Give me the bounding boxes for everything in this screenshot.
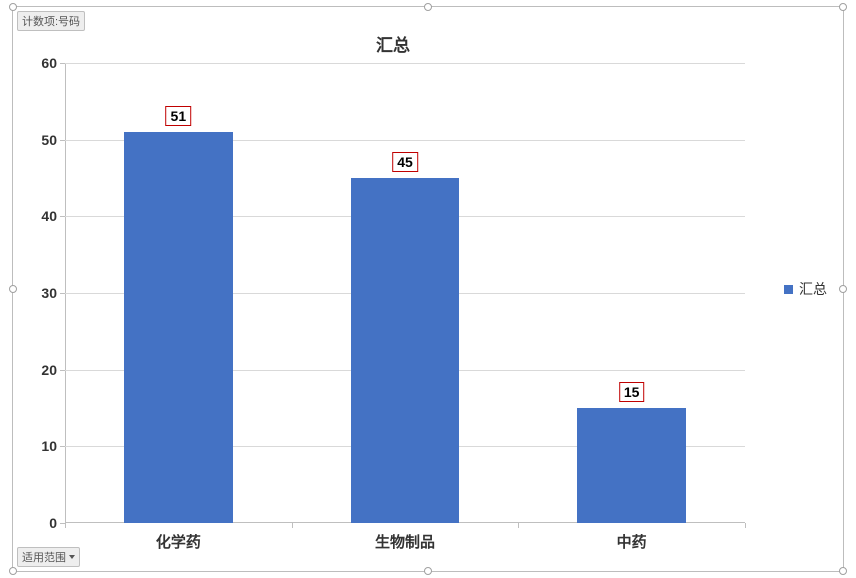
plot-area: 010203040506051化学药45生物制品15中药	[65, 63, 745, 523]
y-tick-mark	[60, 140, 65, 141]
resize-handle[interactable]	[9, 3, 17, 11]
y-tick-mark	[60, 293, 65, 294]
bar[interactable]	[124, 132, 233, 523]
grid-line	[65, 63, 745, 64]
y-tick-label: 50	[41, 132, 57, 148]
x-category-label: 化学药	[156, 531, 201, 552]
y-tick-label: 60	[41, 55, 57, 71]
resize-handle[interactable]	[9, 285, 17, 293]
x-category-label: 生物制品	[375, 531, 435, 552]
x-tick-mark	[292, 523, 293, 528]
resize-handle[interactable]	[839, 285, 847, 293]
y-tick-mark	[60, 370, 65, 371]
legend-label: 汇总	[799, 279, 827, 299]
resize-handle[interactable]	[839, 3, 847, 11]
y-tick-label: 0	[49, 515, 57, 531]
y-tick-mark	[60, 63, 65, 64]
pivot-filter-count-field[interactable]: 计数项:号码	[17, 11, 85, 31]
pivot-filter-scope-field[interactable]: 适用范围	[17, 547, 80, 567]
resize-handle[interactable]	[839, 567, 847, 575]
y-tick-mark	[60, 216, 65, 217]
chart-title: 汇总	[13, 31, 773, 56]
chevron-down-icon	[69, 555, 75, 559]
x-tick-mark	[518, 523, 519, 528]
filter-label: 适用范围	[22, 549, 66, 565]
x-category-label: 中药	[617, 531, 647, 552]
chart-frame: 计数项:号码 适用范围 汇总 010203040506051化学药45生物制品1…	[12, 6, 844, 572]
y-tick-label: 30	[41, 285, 57, 301]
x-tick-mark	[65, 523, 66, 528]
filter-label: 计数项:号码	[22, 13, 80, 29]
legend[interactable]: 汇总	[784, 279, 827, 299]
y-tick-mark	[60, 446, 65, 447]
data-label: 45	[392, 152, 418, 172]
data-label: 51	[166, 106, 192, 126]
legend-swatch	[784, 285, 793, 294]
data-label: 15	[619, 382, 645, 402]
x-tick-mark	[745, 523, 746, 528]
y-tick-label: 20	[41, 362, 57, 378]
resize-handle[interactable]	[424, 567, 432, 575]
resize-handle[interactable]	[424, 3, 432, 11]
resize-handle[interactable]	[9, 567, 17, 575]
y-tick-label: 10	[41, 438, 57, 454]
bar[interactable]	[351, 178, 460, 523]
y-tick-label: 40	[41, 208, 57, 224]
bar[interactable]	[577, 408, 686, 523]
